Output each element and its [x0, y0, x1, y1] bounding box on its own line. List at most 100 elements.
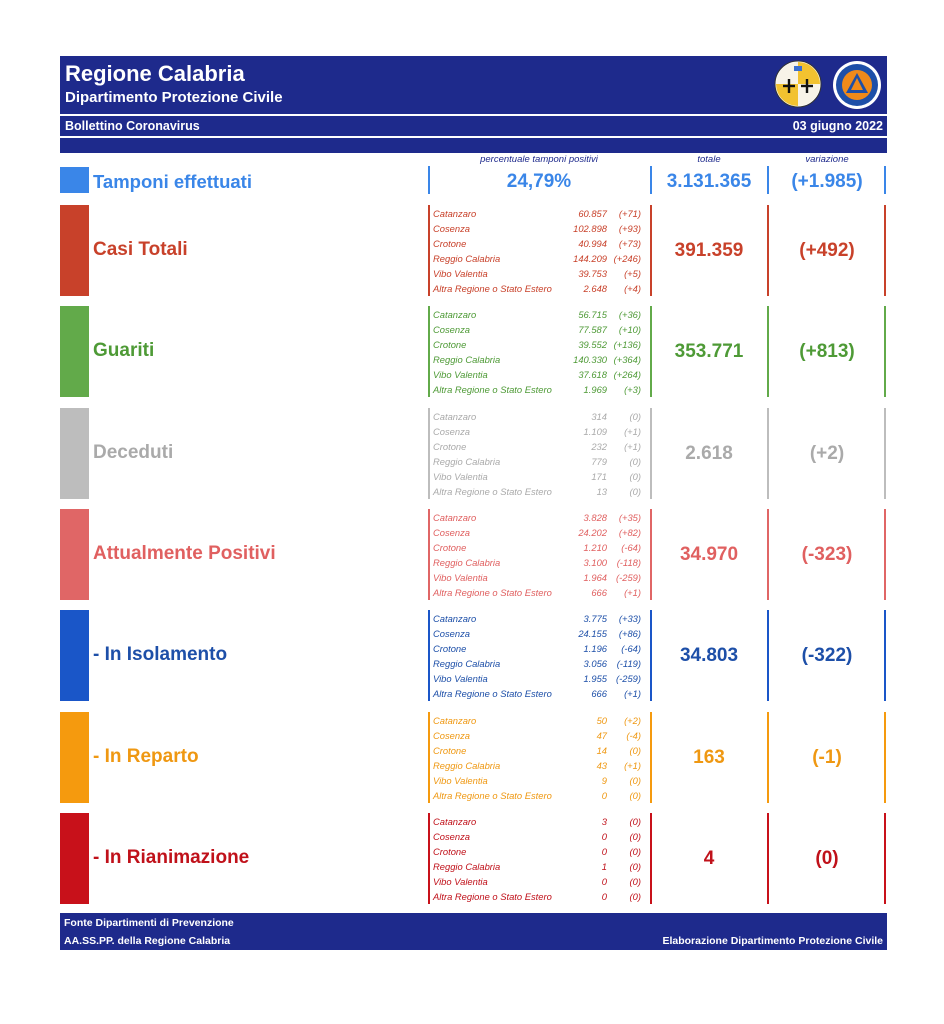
row-label: - In Reparto [93, 746, 199, 767]
region-line: Catanzaro 314 (0) [433, 409, 651, 424]
region-value: 1 [601, 861, 607, 872]
region-value: 1.955 [583, 673, 607, 684]
region-value: 1.196 [583, 643, 607, 654]
region-value: 1.210 [583, 542, 607, 553]
region-delta: (0) [629, 456, 641, 467]
region-line: Reggio Calabria 1 (0) [433, 859, 651, 874]
row-divider [650, 610, 652, 701]
region-name: Crotone [433, 745, 467, 756]
region-name: Altra Regione o Stato Estero [433, 688, 552, 699]
region-delta: (+364) [613, 354, 641, 365]
region-name: Altra Regione o Stato Estero [433, 587, 552, 598]
region-value: 56.715 [578, 309, 607, 320]
department-subtitle: Dipartimento Protezione Civile [65, 89, 283, 106]
region-value: 39.552 [578, 339, 607, 350]
region-delta: (-4) [626, 730, 641, 741]
region-line: Altra Regione o Stato Estero 666 (+1) [433, 585, 651, 600]
region-line: Vibo Valentia 0 (0) [433, 874, 651, 889]
region-value: 9 [601, 775, 607, 786]
row-total: 391.359 [674, 240, 744, 261]
region-delta: (0) [629, 775, 641, 786]
region-value: 14 [596, 745, 607, 756]
region-line: Cosenza 1.109 (+1) [433, 424, 651, 439]
region-delta: (+3) [624, 384, 641, 395]
row-variation: (0) [815, 848, 839, 869]
region-line: Crotone 1.210 (-64) [433, 540, 651, 555]
region-delta: (+4) [624, 283, 641, 294]
region-value: 2.648 [583, 283, 607, 294]
region-name: Reggio Calabria [433, 557, 501, 568]
row-divider [884, 306, 886, 397]
region-delta: (+10) [618, 324, 641, 335]
row-label: Deceduti [93, 442, 174, 463]
region-delta: (-64) [621, 542, 641, 553]
region-value: 37.618 [578, 369, 607, 380]
region-delta: (+1) [624, 587, 641, 598]
region-value: 39.753 [578, 268, 607, 279]
region-name: Cosenza [433, 426, 471, 437]
row-divider [428, 509, 430, 600]
region-line: Altra Regione o Stato Estero 0 (0) [433, 788, 651, 803]
region-value: 102.898 [573, 223, 607, 234]
row-divider [767, 306, 769, 397]
row-divider [884, 610, 886, 701]
row-color-bar [60, 610, 89, 701]
region-delta: (0) [629, 861, 641, 872]
region-name: Vibo Valentia [433, 369, 488, 380]
region-delta: (+36) [618, 309, 641, 320]
region-name: Crotone [433, 542, 467, 553]
region-name: Vibo Valentia [433, 471, 488, 482]
region-name: Vibo Valentia [433, 775, 488, 786]
region-value: 24.155 [578, 628, 607, 639]
header-banner: Regione Calabria Dipartimento Protezione… [60, 56, 887, 114]
row-divider [767, 712, 769, 803]
region-line: Crotone 0 (0) [433, 844, 651, 859]
region-delta: (0) [629, 790, 641, 801]
region-line: Catanzaro 60.857 (+71) [433, 206, 651, 221]
region-name: Reggio Calabria [433, 861, 501, 872]
row-divider [767, 509, 769, 600]
region-delta: (-64) [621, 643, 641, 654]
row-variation: (+492) [799, 240, 855, 261]
region-line: Vibo Valentia 9 (0) [433, 773, 651, 788]
region-value: 0 [601, 846, 607, 857]
row-divider [650, 306, 652, 397]
row-label: Casi Totali [93, 239, 188, 260]
tamponi-variation: (+1.985) [791, 171, 863, 192]
region-name: Altra Regione o Stato Estero [433, 790, 552, 801]
row-total: 353.771 [674, 341, 744, 362]
region-delta: (+71) [618, 208, 641, 219]
region-line: Crotone 40.994 (+73) [433, 236, 651, 251]
region-name: Catanzaro [433, 816, 477, 827]
region-line: Cosenza 24.202 (+82) [433, 525, 651, 540]
row-color-bar [60, 813, 89, 904]
region-delta: (+264) [613, 369, 641, 380]
region-name: Reggio Calabria [433, 658, 501, 669]
footer-source-line1: Fonte Dipartimenti di Prevenzione [64, 917, 234, 929]
region-name: Catanzaro [433, 613, 477, 624]
region-name: Cosenza [433, 324, 471, 335]
tamponi-divider [650, 166, 652, 194]
region-line: Catanzaro 56.715 (+36) [433, 307, 651, 322]
region-delta: (0) [629, 411, 641, 422]
region-name: Altra Regione o Stato Estero [433, 283, 552, 294]
col-header-totale: totale [697, 154, 721, 165]
region-line: Vibo Valentia 37.618 (+264) [433, 367, 651, 382]
region-line: Catanzaro 3.775 (+33) [433, 611, 651, 626]
row-total: 34.970 [679, 544, 739, 565]
region-name: Catanzaro [433, 411, 477, 422]
region-name: Crotone [433, 846, 467, 857]
region-delta: (0) [629, 471, 641, 482]
region-delta: (-118) [616, 557, 641, 568]
region-delta: (-119) [616, 658, 641, 669]
row-variation: (+2) [809, 443, 845, 464]
row-color-bar [60, 408, 89, 499]
region-value: 0 [601, 876, 607, 887]
region-delta: (-259) [615, 572, 641, 583]
region-delta: (0) [629, 831, 641, 842]
page-title: Regione Calabria [65, 61, 245, 86]
region-name: Crotone [433, 238, 467, 249]
region-value: 3.056 [583, 658, 607, 669]
region-name: Cosenza [433, 831, 471, 842]
region-name: Reggio Calabria [433, 456, 501, 467]
